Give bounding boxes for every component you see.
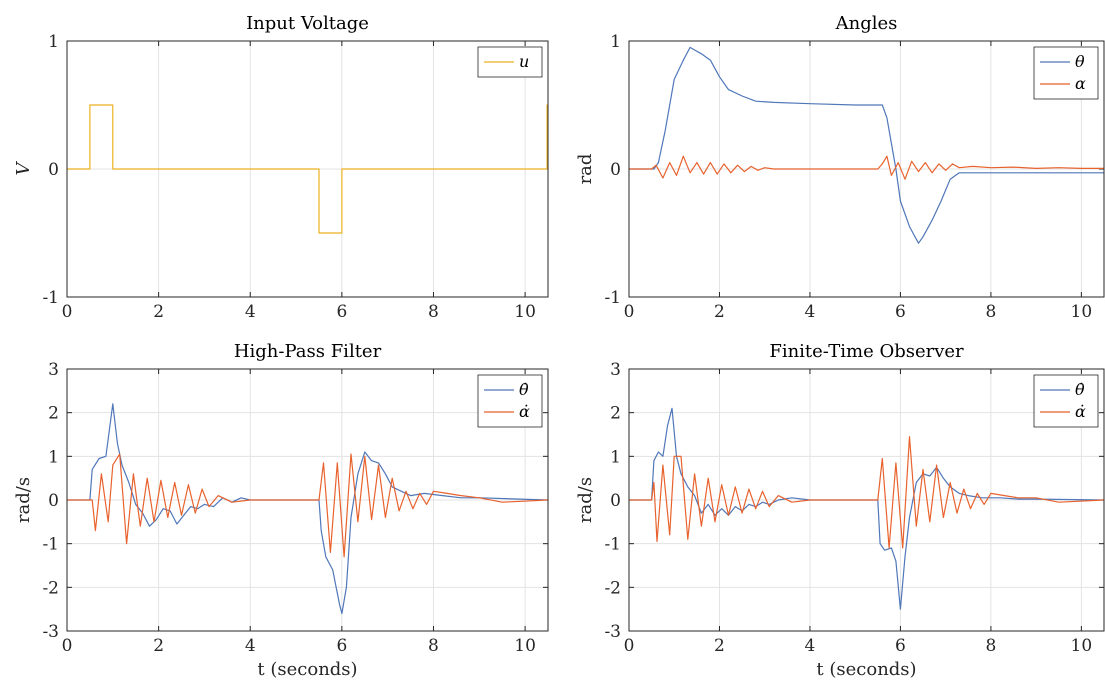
y-tick-label: -3	[604, 622, 621, 642]
x-tick-label: 8	[985, 636, 996, 656]
x-tick-label: 4	[805, 302, 816, 322]
legend: θ̇ α̇	[1033, 374, 1099, 428]
x-axis-label: t (seconds)	[257, 659, 357, 680]
axes-box	[66, 368, 549, 632]
y-axis-label: rad/s	[13, 477, 34, 523]
legend-box	[477, 374, 543, 428]
legend-box	[1033, 46, 1099, 100]
y-tick-label: -3	[42, 622, 59, 642]
legend: θα	[1033, 46, 1099, 100]
y-tick-label: 0	[610, 160, 621, 180]
x-tick-label: 6	[895, 636, 906, 656]
series-line-1	[67, 104, 548, 234]
x-tick-label: 10	[1071, 636, 1093, 656]
y-tick-label: -1	[604, 288, 621, 308]
chart-title: Input Voltage	[246, 13, 369, 34]
legend-label-1: θ̇	[1075, 380, 1085, 399]
x-tick-label: 0	[62, 302, 73, 322]
series-line-2	[67, 453, 549, 558]
x-tick-label: 8	[428, 636, 439, 656]
y-tick-label: 0	[610, 491, 621, 511]
y-tick-label: 2	[48, 404, 59, 424]
x-tick-label: 10	[514, 636, 536, 656]
x-tick-label: 6	[895, 302, 906, 322]
legend-label-2: α̇	[1075, 402, 1086, 421]
y-tick-label: 1	[610, 447, 621, 467]
series-line-2	[629, 436, 1105, 549]
y-tick-label: -1	[42, 288, 59, 308]
legend-label-2: α	[1075, 74, 1086, 93]
y-tick-label: 0	[48, 160, 59, 180]
y-tick-label: 2	[610, 404, 621, 424]
x-tick-label: 2	[153, 302, 164, 322]
legend: u	[477, 46, 543, 78]
y-tick-label: 3	[610, 360, 621, 380]
x-tick-label: 6	[336, 302, 347, 322]
x-tick-label: 10	[1071, 302, 1093, 322]
legend: θ̇ α̇	[477, 374, 543, 428]
x-tick-label: 6	[336, 636, 347, 656]
series-line-1	[67, 403, 549, 615]
x-tick-label: 0	[624, 302, 635, 322]
y-tick-label: -1	[42, 535, 59, 555]
y-axis-label: rad/s	[575, 477, 596, 523]
legend-label-1: u	[519, 52, 529, 71]
x-tick-label: 10	[514, 302, 536, 322]
series-line-2	[629, 155, 1104, 180]
y-tick-label: 1	[48, 32, 59, 52]
x-tick-label: 2	[714, 636, 725, 656]
x-tick-label: 4	[805, 636, 816, 656]
y-axis-label: V	[13, 161, 34, 176]
chart-title: Finite-Time Observer	[769, 341, 964, 362]
x-axis-label: t (seconds)	[816, 659, 916, 680]
legend-label-1: θ	[1075, 52, 1085, 71]
legend-label-2: α̇	[519, 402, 530, 421]
y-tick-label: -1	[604, 535, 621, 555]
chart-title: High-Pass Filter	[234, 341, 382, 362]
x-tick-label: 4	[245, 302, 256, 322]
legend-label-1: θ̇	[519, 380, 529, 399]
y-tick-label: 3	[48, 360, 59, 380]
chart-title: Angles	[835, 13, 898, 34]
chart-panel-4: 0 2 4 6 8 10 -3 -2 -1 0 1 2 3 Finite-Time Observer rad…	[575, 341, 1105, 680]
x-tick-label: 2	[714, 302, 725, 322]
y-tick-label: -2	[604, 578, 621, 598]
x-tick-label: 8	[428, 302, 439, 322]
y-tick-label: -2	[42, 578, 59, 598]
x-tick-label: 8	[985, 302, 996, 322]
y-axis-label: rad	[575, 154, 596, 185]
chart-panel-3: 0 2 4 6 8 10 -3 -2 -1 0 1 2 3 High-Pass Filter rad/s t …	[13, 341, 549, 680]
y-tick-label: 1	[48, 447, 59, 467]
x-tick-label: 2	[153, 636, 164, 656]
series-line-1	[629, 46, 1104, 244]
axes-box	[628, 368, 1105, 632]
y-tick-label: 0	[48, 491, 59, 511]
legend-box	[1033, 374, 1099, 428]
x-tick-label: 4	[245, 636, 256, 656]
axes-box	[66, 40, 549, 298]
x-tick-label: 0	[62, 636, 73, 656]
x-tick-label: 0	[624, 636, 635, 656]
axes-box	[628, 40, 1105, 298]
y-tick-label: 1	[610, 32, 621, 52]
